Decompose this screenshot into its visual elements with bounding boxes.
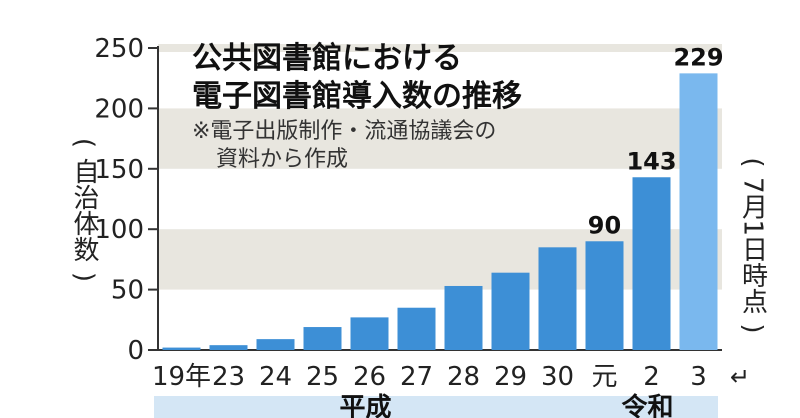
bar [538,247,577,350]
grid-band [158,229,722,290]
bar-data-label: 143 [626,147,676,175]
bar [209,345,248,350]
x-tick-label: 24 [259,362,292,392]
bar [632,177,671,350]
x-tick-label: 27 [400,362,433,392]
era-label: 平成 [339,393,391,418]
y-tick-label: 50 [111,276,144,306]
date-note: ( 7月1日時点 ) [732,148,772,343]
bar-data-label: 229 [673,43,723,71]
bar [491,272,530,350]
x-tick-label: 19年 [152,362,211,392]
bar [444,285,483,350]
source-note-line-2: 資料から作成 [216,147,349,172]
bar [303,327,342,350]
grid-band [158,108,722,169]
x-tick-label: 元 [591,362,617,392]
x-tick-label: 26 [353,362,386,392]
x-tick-label: 25 [306,362,339,392]
y-tick-label: 150 [94,155,144,185]
x-tick-label: 30 [541,362,574,392]
x-tick-label: 29 [494,362,527,392]
date-note-chars: 7月1日時点 [737,177,768,315]
x-tick-label: 23 [212,362,245,392]
era-label: 令和 [621,392,673,418]
x-tick-label: 28 [447,362,480,392]
arrow-icon: ↵ [730,363,750,391]
bar [397,307,436,350]
era-band [577,396,718,418]
bar [162,347,201,350]
chart-title: 公共図書館における 電子図書館導入数の推移 [192,40,522,116]
source-note-line-1: ※電子出版制作・流通協議会の [192,119,497,144]
source-note: ※電子出版制作・流通協議会の 資料から作成 [192,118,496,174]
y-tick-label: 200 [94,94,144,124]
y-tick-label: 100 [94,215,144,245]
bar [256,339,295,350]
chart-title-line-2: 電子図書館導入数の推移 [192,79,522,114]
y-axis-title: ( 自治体数 ) [66,128,102,292]
y-tick-label: 250 [94,34,144,64]
bar [679,73,718,351]
x-tick-label: 2 [643,362,660,392]
bar-data-label: 90 [588,211,621,239]
era-band [154,396,577,418]
chart-title-line-1: 公共図書館における [192,41,462,76]
grid-band [158,44,722,52]
x-tick-label: 3 [690,362,707,392]
bar [350,317,389,350]
bar [585,241,624,350]
y-axis-title-chars: 自治体数 [69,158,99,262]
y-tick-label: 0 [127,336,144,366]
